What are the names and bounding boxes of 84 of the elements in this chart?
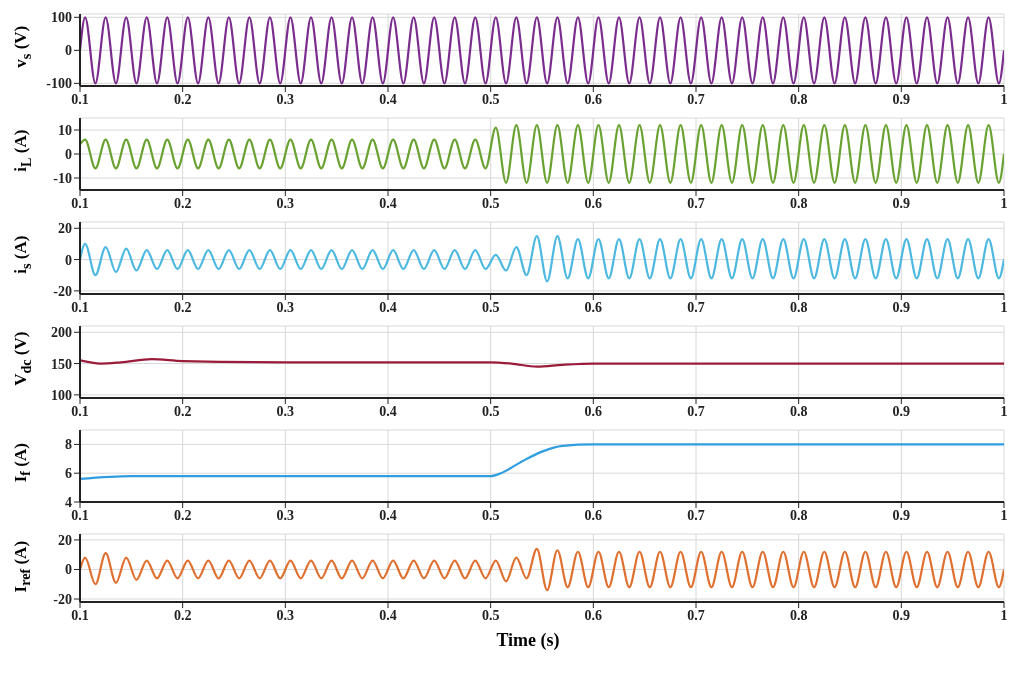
x-tick-label: 0.4: [379, 507, 397, 523]
x-tick-label: 0.7: [687, 91, 705, 107]
x-tick-label: 0.6: [584, 607, 603, 623]
x-tick-label: 0.6: [584, 91, 603, 107]
x-tick-label: 0.1: [71, 607, 89, 623]
x-tick-label: 0.7: [687, 507, 705, 523]
x-tick-label: 0.9: [892, 195, 911, 211]
x-tick-label: 0.5: [481, 91, 500, 107]
x-tick-label: 0.1: [71, 299, 89, 315]
y-tick-label: 6: [65, 466, 72, 482]
x-tick-label: 0.1: [71, 403, 89, 419]
y-tick-label: 20: [58, 221, 72, 237]
x-tick-label: 0.2: [173, 607, 192, 623]
x-tick-label: 0.5: [481, 195, 500, 211]
x-tick-label: 0.3: [276, 507, 295, 523]
x-tick-label: 0.5: [481, 403, 500, 419]
y-tick-label: -10: [53, 170, 72, 186]
x-tick-label: 0.5: [481, 299, 500, 315]
x-tick-label: 0.2: [173, 195, 192, 211]
line-series: [80, 234, 1004, 283]
x-tick-label: 0.7: [687, 195, 705, 211]
y-tick-label: -20: [53, 592, 72, 608]
x-tick-label: 0.7: [687, 403, 705, 419]
x-tick-label: 0.9: [892, 299, 911, 315]
x-tick-label: 0.3: [276, 91, 295, 107]
x-tick-label: 1: [1000, 299, 1008, 315]
x-tick-label: 0.6: [584, 403, 603, 419]
y-tick-label: -20: [53, 283, 72, 299]
x-tick-label: 0.1: [71, 195, 89, 211]
y-tick-label: 20: [58, 532, 72, 548]
y-tick-label: 8: [65, 437, 72, 453]
x-tick-label: 0.4: [379, 607, 397, 623]
x-tick-label: 0.6: [584, 299, 603, 315]
x-tick-label: 0.7: [687, 607, 705, 623]
x-tick-label: 0.3: [276, 195, 295, 211]
y-tick-label: 4: [65, 494, 72, 510]
x-tick-label: 0.5: [481, 507, 500, 523]
x-tick-label: 0.1: [71, 91, 89, 107]
line-series: [80, 358, 1004, 368]
x-tick-label: 0.5: [481, 607, 500, 623]
x-tick-label: 0.2: [173, 299, 192, 315]
x-axis-title: Time (s): [495, 629, 561, 652]
x-tick-label: 0.4: [379, 91, 397, 107]
x-tick-label: 1: [1000, 195, 1008, 211]
y-tick-label: 0: [65, 252, 72, 268]
x-tick-label: 0.8: [789, 195, 808, 211]
x-tick-label: 0.2: [173, 91, 192, 107]
x-tick-label: 0.8: [789, 403, 808, 419]
x-tick-label: 1: [1000, 91, 1008, 107]
x-tick-label: 0.8: [789, 299, 808, 315]
y-tick-label: 150: [51, 356, 72, 372]
x-tick-label: 0.9: [892, 91, 911, 107]
x-tick-label: 0.2: [173, 403, 192, 419]
line-series: [80, 547, 1004, 592]
x-tick-label: 0.8: [789, 507, 808, 523]
line-series: [80, 124, 1004, 184]
x-tick-label: 0.8: [789, 607, 808, 623]
x-tick-label: 0.4: [379, 403, 397, 419]
x-tick-label: 0.4: [379, 299, 397, 315]
x-tick-label: 0.9: [892, 507, 911, 523]
y-tick-label: 100: [51, 10, 72, 26]
x-tick-label: 0.6: [584, 195, 603, 211]
y-tick-label: -100: [46, 76, 72, 92]
x-tick-label: 0.1: [71, 507, 89, 523]
y-tick-label: 0: [65, 562, 72, 578]
y-tick-label: 100: [51, 387, 72, 403]
line-series: [80, 443, 1004, 481]
x-tick-label: 0.3: [276, 403, 295, 419]
x-tick-label: 0.2: [173, 507, 192, 523]
x-tick-label: 0.8: [789, 91, 808, 107]
x-tick-label: 0.9: [892, 403, 911, 419]
x-tick-label: 0.3: [276, 607, 295, 623]
x-tick-label: 0.3: [276, 299, 295, 315]
y-tick-label: 10: [58, 122, 72, 138]
x-tick-label: 0.9: [892, 607, 911, 623]
x-tick-label: 0.4: [379, 195, 397, 211]
x-tick-label: 1: [1000, 403, 1008, 419]
y-tick-label: 200: [51, 325, 72, 341]
x-tick-label: 1: [1000, 507, 1008, 523]
x-tick-label: 0.6: [584, 507, 603, 523]
x-tick-label: 1: [1000, 607, 1008, 623]
x-tick-label: 0.7: [687, 299, 705, 315]
y-tick-label: 0: [65, 146, 72, 162]
y-tick-label: 0: [65, 43, 72, 59]
